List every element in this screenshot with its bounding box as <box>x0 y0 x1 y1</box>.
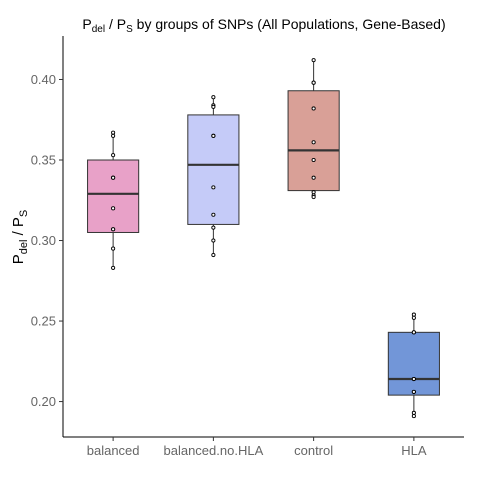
data-point <box>111 175 116 180</box>
title-p: P <box>82 16 91 32</box>
data-point <box>211 212 216 217</box>
chart-title: Pdel / PS by groups of SNPs (All Populat… <box>82 16 445 35</box>
y-tick-label: 0.30 <box>31 233 56 248</box>
data-point <box>311 190 316 195</box>
data-point <box>411 376 416 382</box>
data-point <box>311 58 316 63</box>
data-point <box>411 330 416 335</box>
box-group-HLA <box>387 312 440 419</box>
data-point <box>311 106 316 111</box>
data-point <box>311 80 316 85</box>
y-tick-label: 0.25 <box>31 314 56 329</box>
data-point <box>111 206 116 211</box>
x-tick-label: control <box>294 443 333 458</box>
box-group-control <box>287 58 340 200</box>
box-iqr <box>387 331 440 396</box>
title-rest: by groups of SNPs (All Populations, Gene… <box>133 16 446 32</box>
x-tick-label: balanced <box>87 443 140 458</box>
ylabel-sub-s: S <box>18 210 30 217</box>
y-tick-label: 0.40 <box>31 72 56 87</box>
data-point <box>211 104 216 109</box>
data-point <box>111 153 116 158</box>
x-tick-label: balanced.no.HLA <box>164 443 264 458</box>
box-iqr <box>187 114 240 225</box>
data-point <box>111 130 116 135</box>
data-point <box>211 238 216 243</box>
data-point <box>311 157 316 163</box>
y-axis-title: Pdel / PS <box>10 210 30 265</box>
x-axis-ticks: balanced balanced.no.HLA control HLA <box>87 437 427 458</box>
title-sep: / P <box>105 16 126 32</box>
data-point <box>211 133 216 138</box>
data-point <box>311 194 316 200</box>
plot-area <box>87 58 440 419</box>
y-tick-label: 0.35 <box>31 153 56 168</box>
ylabel-p: P <box>10 254 27 264</box>
data-point <box>311 140 316 145</box>
box-group-balanced <box>87 130 140 270</box>
data-point <box>311 175 316 180</box>
data-point <box>111 265 116 270</box>
y-tick-label: 0.20 <box>31 394 56 409</box>
data-point <box>411 389 416 394</box>
x-tick-label: HLA <box>401 443 427 458</box>
data-point <box>111 246 116 251</box>
data-point <box>111 227 116 232</box>
box-group-balanced-no-HLA <box>187 95 240 258</box>
data-point <box>411 312 416 317</box>
data-point <box>411 414 416 419</box>
data-point <box>211 95 216 100</box>
y-axis-ticks: 0.20 0.25 0.30 0.35 0.40 <box>31 72 63 409</box>
data-point <box>211 225 216 230</box>
title-sub-del: del <box>92 24 105 35</box>
title-sub-s: S <box>126 24 133 35</box>
data-point <box>411 410 416 415</box>
data-point <box>411 315 416 320</box>
ylabel-sep: / P <box>10 217 27 240</box>
data-point <box>211 185 216 190</box>
data-point <box>111 133 116 138</box>
ylabel-sub-del: del <box>18 240 30 255</box>
data-point <box>211 252 216 258</box>
box-iqr <box>87 159 140 233</box>
